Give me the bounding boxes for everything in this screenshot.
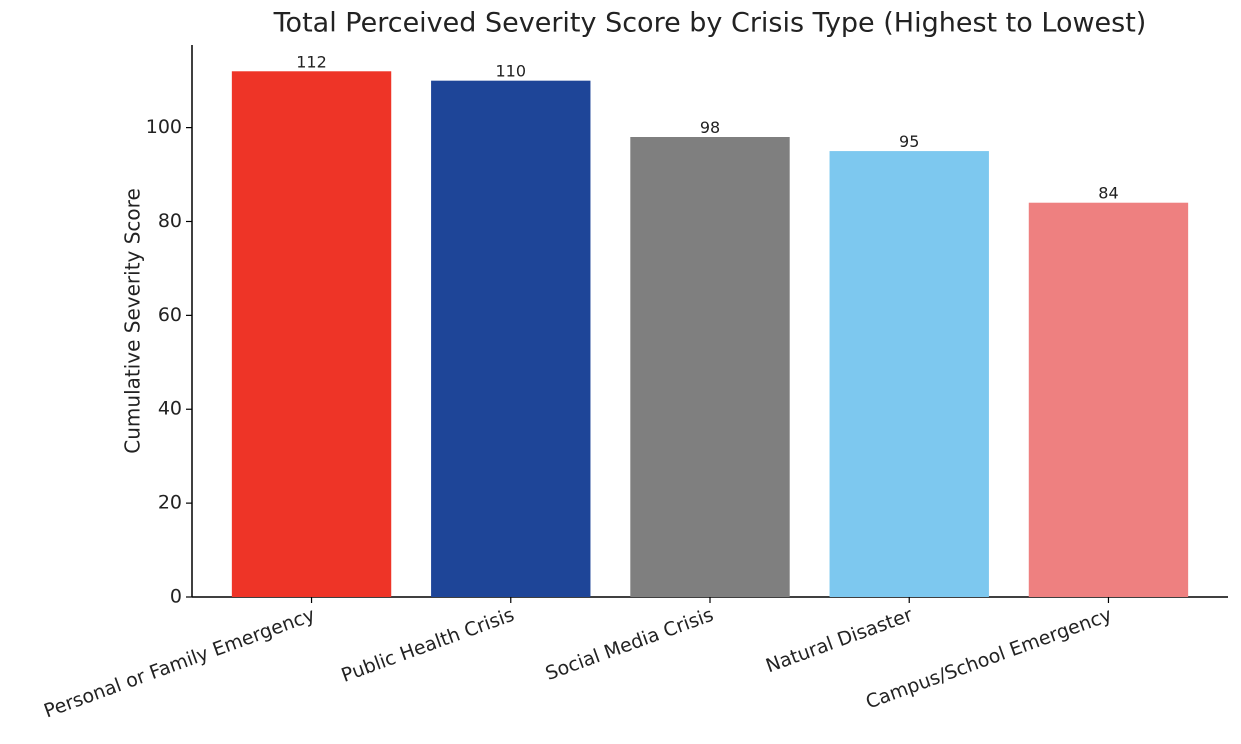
y-tick-label: 0 [170,586,182,608]
value-label: 95 [899,132,919,151]
value-label: 98 [700,118,720,137]
x-tick-label: Personal or Family Emergency [41,604,318,723]
y-tick-label: 40 [158,398,182,420]
y-tick-label: 20 [158,492,182,514]
value-label: 110 [495,62,526,81]
bar [231,71,392,598]
y-tick-label: 60 [158,304,182,326]
value-label: 84 [1098,184,1118,203]
y-axis-label: Cumulative Severity Score [121,188,145,453]
x-tick-label: Public Health Crisis [338,604,517,687]
bar [829,151,989,597]
chart-title: Total Perceived Severity Score by Crisis… [273,8,1147,39]
bar [431,80,591,598]
bar [1028,202,1189,597]
y-tick-label: 100 [146,116,182,138]
bar [630,137,790,597]
x-tick-label: Natural Disaster [763,604,916,678]
value-label: 112 [296,52,327,71]
x-tick-label: Social Media Crisis [543,604,717,685]
y-tick-label: 80 [158,210,182,232]
